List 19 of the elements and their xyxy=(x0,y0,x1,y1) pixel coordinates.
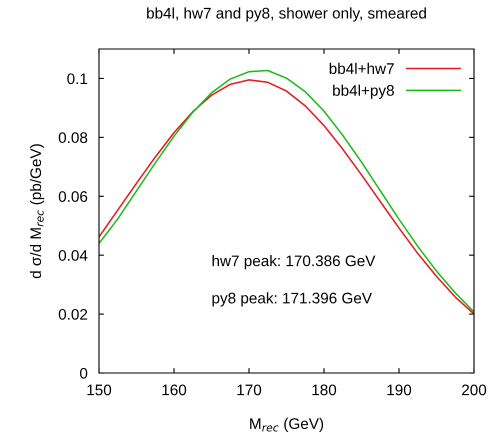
x-tick-label: 190 xyxy=(387,384,412,396)
y-tick-label: 0.1 xyxy=(67,73,88,84)
x-tick-label: 170 xyxy=(237,384,262,396)
y-tick-label: 0.04 xyxy=(58,250,88,261)
y-tick-label: 0.02 xyxy=(58,308,88,320)
legend-label: bb4l+py8 xyxy=(333,84,394,99)
chart-title: bb4l, hw7 and py8, shower only, smeared xyxy=(147,7,426,22)
x-tick-label: 160 xyxy=(162,384,186,396)
x-tick-label: 200 xyxy=(462,384,486,396)
x-tick-label: 150 xyxy=(87,384,112,396)
y-tick-label: 0.06 xyxy=(58,191,88,202)
y-tick-label: 0 xyxy=(80,368,88,379)
x-tick-label: 180 xyxy=(312,384,336,396)
legend-label: bb4l+hw7 xyxy=(330,62,394,74)
annotation: py8 peak: 171.396 GeV xyxy=(212,292,372,307)
annotation: hw7 peak: 170.386 GeV xyxy=(212,255,376,270)
x-axis-title: M$_{rec}$ (GeV) xyxy=(250,418,324,432)
y-tick-label: 0.08 xyxy=(58,132,88,144)
y-axis-title: d σ/d M$_{rec}$ (pb/GeV) xyxy=(30,144,44,278)
